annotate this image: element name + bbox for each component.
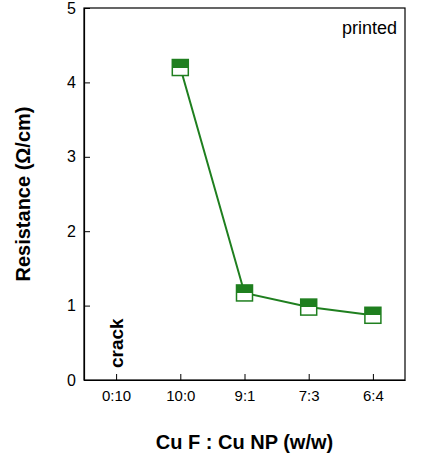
x-tick-label: 6:4 [363, 387, 384, 404]
y-axis-title: Resistance (Ω/cm) [12, 107, 34, 282]
chart: 0 1 2 3 4 5 0:10 10:0 9:1 7:3 6:4 printed crack Cu F … [0, 0, 423, 467]
y-tick-label: 2 [67, 223, 76, 240]
y-tick-label: 1 [67, 297, 76, 314]
y-tick: 1 [67, 297, 90, 314]
x-tick-mark [309, 374, 310, 380]
x-tick-label: 10:0 [166, 387, 195, 404]
data-point [237, 285, 253, 301]
y-tick-mark [84, 306, 90, 307]
data-layer [172, 60, 381, 324]
y-tick: 2 [67, 223, 90, 240]
x-tick-mark [180, 374, 181, 380]
y-tick-label: 3 [67, 148, 76, 165]
x-tick: 6:4 [363, 374, 384, 404]
y-axis-line [84, 9, 85, 381]
y-axis: 0 1 2 3 4 5 [67, 0, 90, 389]
x-tick: 9:1 [235, 374, 256, 404]
x-tick-mark [373, 374, 374, 380]
y-tick-label: 5 [67, 0, 76, 17]
annotation: printed [342, 18, 397, 38]
x-axis: 0:10 10:0 9:1 7:3 6:4 [85, 374, 406, 404]
x-tick: 7:3 [299, 374, 320, 404]
plot: 0 1 2 3 4 5 0:10 10:0 9:1 7:3 6:4 printed crack [67, 0, 405, 404]
data-point [172, 60, 188, 76]
series-line [180, 68, 373, 316]
y-tick: 3 [67, 148, 90, 165]
x-tick: 0:10 [102, 374, 131, 404]
y-tick-mark [84, 231, 90, 232]
x-tick: 10:0 [166, 374, 195, 404]
y-tick-label: 0 [67, 372, 76, 389]
annotation: crack [106, 318, 127, 368]
y-tick: 4 [67, 74, 90, 91]
y-tick: 5 [67, 0, 90, 17]
y-tick-mark [84, 82, 90, 83]
x-axis-title: Cu F : Cu NP (w/w) [156, 431, 333, 453]
x-tick-label: 0:10 [102, 387, 131, 404]
x-tick-label: 9:1 [235, 387, 256, 404]
x-tick-mark [116, 374, 117, 380]
y-tick-mark [84, 8, 90, 9]
y-tick-mark [84, 157, 90, 158]
data-point [301, 299, 317, 315]
y-tick-label: 4 [67, 74, 76, 91]
x-tick-label: 7:3 [299, 387, 320, 404]
x-tick-mark [245, 374, 246, 380]
plot-frame [84, 8, 405, 380]
x-axis-line [85, 380, 406, 381]
data-point [365, 307, 381, 323]
